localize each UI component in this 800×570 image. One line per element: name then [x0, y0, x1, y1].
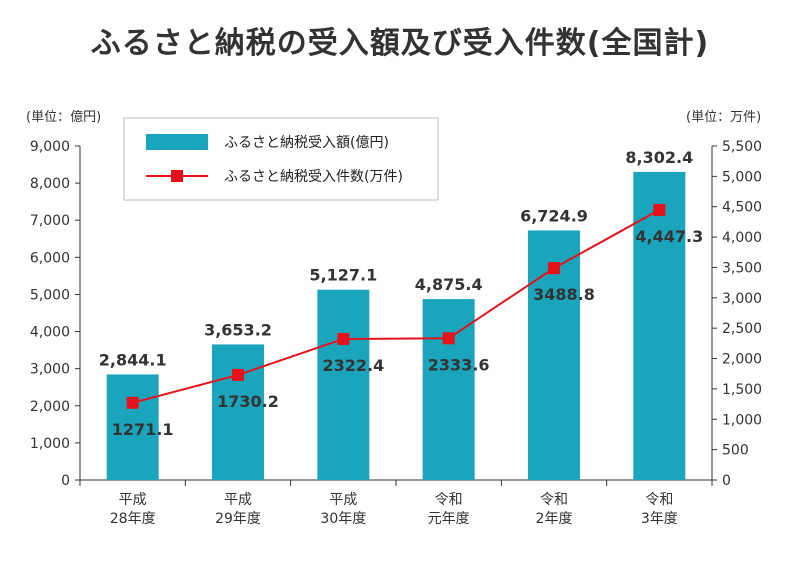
left-tick-label: 5,000	[30, 287, 70, 303]
left-tick-label: 6,000	[30, 250, 70, 266]
bar-value-label: 8,302.4	[625, 148, 693, 167]
right-axis-unit: (単位：万件)	[686, 110, 762, 125]
line-marker	[232, 368, 244, 381]
line-marker	[653, 203, 666, 216]
category-label: 平成 30年度	[320, 492, 366, 527]
left-tick-label: 8,000	[30, 176, 70, 192]
line-marker	[337, 332, 350, 345]
right-tick-label: 2,500	[722, 321, 762, 337]
category-label: 令和 3年度	[641, 492, 678, 527]
line-value-label: 3488.8	[533, 285, 595, 304]
bar-value-label: 2,844.1	[99, 350, 167, 369]
right-tick-label: 3,000	[722, 291, 762, 307]
line-value-label: 1730.2	[217, 392, 279, 411]
left-tick-label: 2,000	[30, 399, 70, 415]
legend-bar-label: ふるさと納税受入額(億円)	[224, 135, 389, 151]
right-tick-label: 0	[722, 473, 731, 489]
bar	[317, 289, 370, 480]
right-tick-label: 5,500	[722, 139, 762, 155]
count-line	[132, 209, 660, 404]
line-marker	[442, 332, 455, 345]
line-value-label: 2333.6	[428, 355, 490, 374]
right-tick-label: 4,000	[722, 230, 762, 246]
left-tick-label: 7,000	[30, 213, 70, 229]
right-tick-label: 500	[722, 443, 749, 459]
line-value-label: 2322.4	[322, 356, 384, 375]
line-value-label: 4,447.3	[635, 227, 703, 246]
right-tick-label: 5,000	[722, 169, 762, 185]
right-tick-label: 1,500	[722, 382, 762, 398]
legend-marker-swatch	[171, 170, 183, 182]
category-label: 平成 28年度	[110, 492, 156, 527]
legend-line-label: ふるさと納税受入件数(万件)	[224, 169, 403, 185]
right-tick-label: 1,000	[722, 412, 762, 428]
bar-value-label: 3,653.2	[204, 320, 272, 339]
bar-value-label: 5,127.1	[309, 266, 377, 285]
line-marker	[548, 262, 560, 275]
left-tick-label: 9,000	[30, 139, 70, 155]
category-label: 令和元年度	[428, 492, 470, 527]
category-label: 令和 2年度	[536, 492, 573, 527]
bar	[212, 344, 264, 480]
left-axis-unit: (単位：億円)	[26, 110, 102, 125]
right-tick-label: 2,000	[722, 352, 762, 368]
line-marker	[126, 396, 139, 409]
line-value-label: 1271.1	[112, 420, 174, 439]
right-tick-label: 4,500	[722, 200, 762, 216]
bar-value-label: 4,875.4	[415, 275, 483, 294]
left-tick-label: 1,000	[30, 436, 70, 452]
bar	[422, 299, 475, 480]
left-tick-label: 3,000	[30, 362, 70, 378]
bar	[633, 171, 686, 480]
bar-value-label: 6,724.9	[520, 206, 588, 225]
left-tick-label: 4,000	[30, 325, 70, 341]
bar	[106, 374, 159, 480]
right-tick-label: 3,500	[722, 260, 762, 276]
category-label: 平成 29年度	[215, 492, 261, 527]
left-tick-label: 0	[61, 473, 70, 489]
legend-box	[123, 117, 439, 201]
legend-bar-swatch	[146, 134, 208, 150]
chart-title: ふるさと納税の受入額及び受入件数(全国計)	[90, 26, 710, 61]
